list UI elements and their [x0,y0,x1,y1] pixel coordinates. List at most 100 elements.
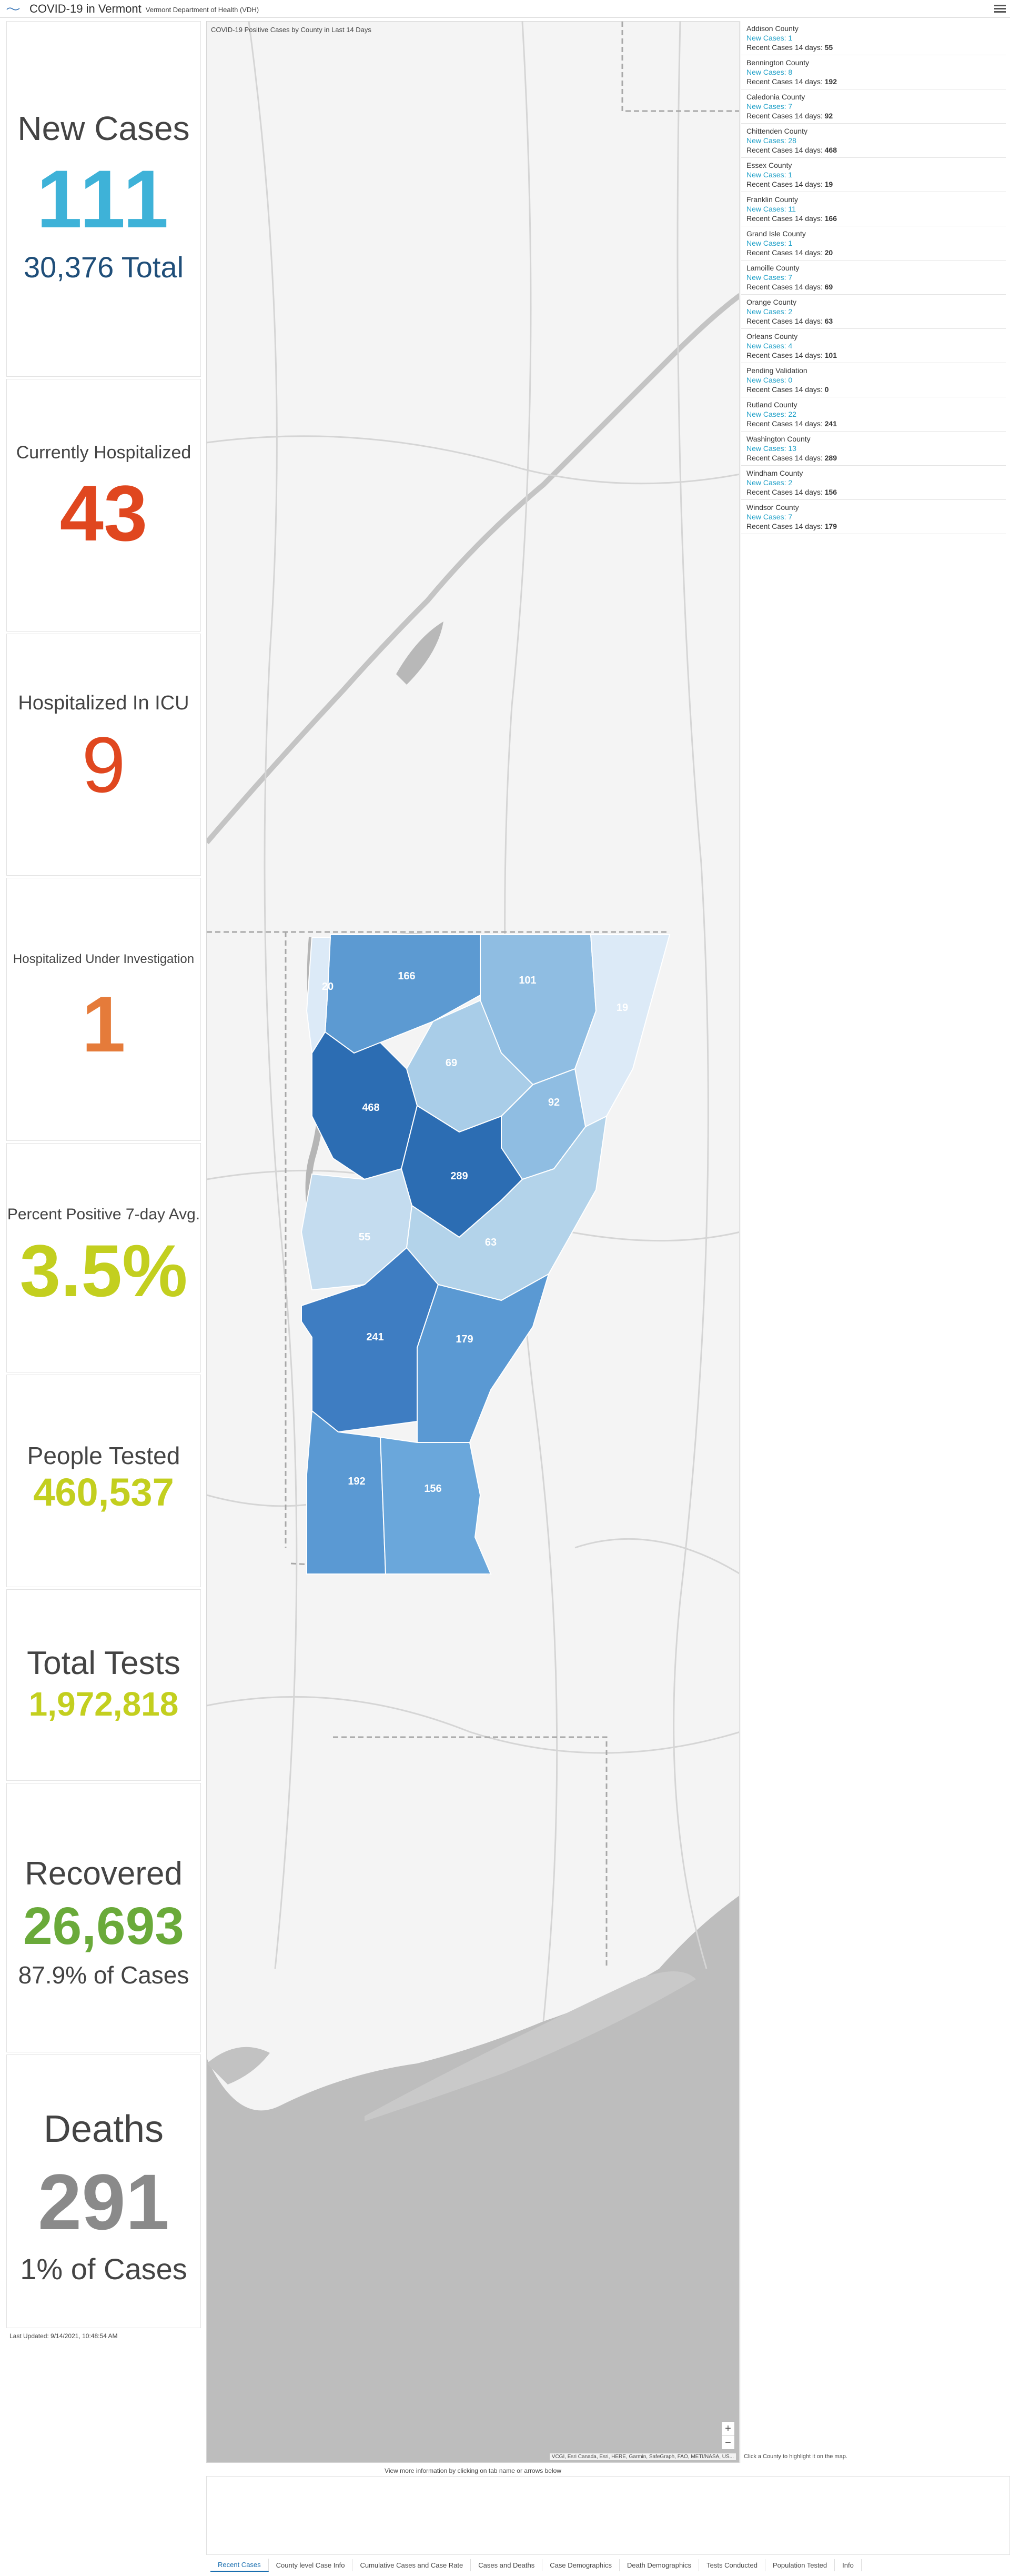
recent-cases-label: Recent Cases 14 days: [746,146,823,154]
county-shapes [300,934,671,1575]
county-list-item[interactable]: Lamoille County New Cases: 7 Recent Case… [741,260,1006,295]
county-name: Addison County [746,24,799,33]
hospitalized-panel: Currently Hospitalized 43 [6,379,201,632]
map-label-orange: 63 [485,1237,497,1248]
county-list-item[interactable]: Windham County New Cases: 2 Recent Cases… [741,466,1006,500]
county-list-item[interactable]: Pending Validation New Cases: 0 Recent C… [741,363,1006,397]
app-subtitle: Vermont Department of Health (VDH) [145,6,259,14]
recent-cases-label: Recent Cases 14 days: [746,180,823,188]
tab-case-demographics[interactable]: Case Demographics [542,2559,620,2571]
county-windsor [417,1272,550,1443]
tab-recent-cases[interactable]: Recent Cases [210,2558,269,2572]
recovered-panel: Recovered 26,693 87.9% of Cases [6,1783,201,2052]
new-cases-label: New Cases: [746,273,786,282]
county-name: Chittenden County [746,127,807,135]
county-list-item[interactable]: Washington County New Cases: 13 Recent C… [741,432,1006,466]
new-cases-label: New Cases: [746,102,786,111]
zoom-out-button[interactable]: − [722,2435,734,2449]
zoom-in-button[interactable]: + [725,2423,731,2434]
county-list-item[interactable]: Bennington County New Cases: 8 Recent Ca… [741,55,1006,89]
new-cases-count: 0 [788,376,793,384]
new-cases-label: New Cases: [746,307,786,316]
chart-panel [206,2476,1010,2555]
county-list-item[interactable]: Addison County New Cases: 1 Recent Cases… [741,21,1006,55]
tab-population-tested[interactable]: Population Tested [765,2559,835,2571]
new-cases-label: New Cases: [746,136,786,145]
total-tests-value: 1,972,818 [28,1685,179,1723]
recent-cases-count: 241 [824,419,837,428]
people-tested-label: People Tested [27,1442,180,1469]
last-updated-text: Last Updated: 9/14/2021, 10:48:54 AM [9,2332,118,2340]
tab-county-level-case-info[interactable]: County level Case Info [269,2559,353,2571]
county-windham [379,1436,492,1575]
county-list-item[interactable]: Chittenden County New Cases: 28 Recent C… [741,124,1006,158]
new-cases-count: 1 [788,239,793,247]
county-name: Lamoille County [746,264,800,272]
tab-info[interactable]: Info [835,2559,862,2571]
county-name: Windham County [746,469,803,477]
app-title: COVID-19 in Vermont [29,2,142,15]
recent-cases-count: 92 [824,112,833,120]
percent-positive-value: 3.5% [19,1229,188,1312]
map-label-addison: 55 [359,1231,370,1243]
recent-cases-count: 166 [824,214,837,223]
tab-bar: Recent Cases County level Case Info Cumu… [210,2558,862,2572]
county-name: Washington County [746,435,811,443]
new-cases-label: New Cases: [746,410,786,418]
deaths-percent: 1% of Cases [20,2252,187,2286]
map-label-chittenden: 468 [362,1102,379,1114]
new-cases-count: 7 [788,102,793,111]
recent-cases-count: 289 [824,454,837,462]
percent-positive-panel: Percent Positive 7-day Avg. 3.5% [6,1143,201,1372]
total-tests-label: Total Tests [27,1645,180,1681]
tab-cases-and-deaths[interactable]: Cases and Deaths [471,2559,543,2571]
total-cases-value: 30,376 Total [23,250,184,284]
county-name: Caledonia County [746,93,805,101]
map-title: COVID-19 Positive Cases by County in Las… [211,26,371,34]
county-list-item[interactable]: Windsor County New Cases: 7 Recent Cases… [741,500,1006,534]
county-name: Windsor County [746,503,799,512]
recent-cases-label: Recent Cases 14 days: [746,385,823,394]
county-name: Grand Isle County [746,229,806,238]
map-label-rutland: 241 [366,1331,383,1343]
new-cases-label: New Cases: [746,342,786,350]
investigation-label: Hospitalized Under Investigation [13,952,195,966]
county-list-item[interactable]: Grand Isle County New Cases: 1 Recent Ca… [741,226,1006,260]
recent-cases-count: 101 [824,351,837,359]
map-canvas[interactable]: 20 166 101 19 69 468 92 289 55 63 241 17… [207,22,740,2463]
tab-navigation-hint: View more information by clicking on tab… [385,2467,561,2474]
county-list-item[interactable]: Essex County New Cases: 1 Recent Cases 1… [741,158,1006,192]
county-list-item[interactable]: Caledonia County New Cases: 7 Recent Cas… [741,89,1006,124]
people-tested-value: 460,537 [33,1470,174,1514]
deaths-value: 291 [37,2158,170,2246]
percent-positive-label: Percent Positive 7-day Avg. [7,1206,200,1223]
new-cases-label: New Cases: [746,478,786,487]
recent-cases-count: 20 [824,248,833,257]
county-list-item[interactable]: Orleans County New Cases: 4 Recent Cases… [741,329,1006,363]
hospitalized-value: 43 [59,469,148,557]
recent-cases-count: 63 [824,317,833,325]
county-map[interactable]: COVID-19 Positive Cases by County in Las… [206,21,740,2463]
recent-cases-label: Recent Cases 14 days: [746,283,823,291]
map-label-franklin: 166 [398,970,415,982]
new-cases-count: 22 [788,410,796,418]
recent-cases-count: 156 [824,488,837,496]
icu-label: Hospitalized In ICU [18,692,189,714]
recent-cases-count: 192 [824,77,837,86]
new-cases-label: New Cases [17,109,190,147]
recovered-label: Recovered [25,1856,183,1892]
tab-tests-conducted[interactable]: Tests Conducted [699,2559,765,2571]
county-name: Bennington County [746,58,810,67]
tab-death-demographics[interactable]: Death Demographics [620,2559,700,2571]
hamburger-menu-icon[interactable] [994,3,1006,14]
county-list-item[interactable]: Franklin County New Cases: 11 Recent Cas… [741,192,1006,226]
county-list-item[interactable]: Orange County New Cases: 2 Recent Cases … [741,295,1006,329]
new-cases-count: 1 [788,34,793,42]
county-name: Essex County [746,161,792,169]
map-label-windsor: 179 [456,1334,473,1345]
county-name: Franklin County [746,195,799,204]
deaths-panel: Deaths 291 1% of Cases [6,2054,201,2328]
new-cases-label: New Cases: [746,205,786,213]
tab-cumulative-cases[interactable]: Cumulative Cases and Case Rate [352,2559,471,2571]
county-list-item[interactable]: Rutland County New Cases: 22 Recent Case… [741,397,1006,432]
